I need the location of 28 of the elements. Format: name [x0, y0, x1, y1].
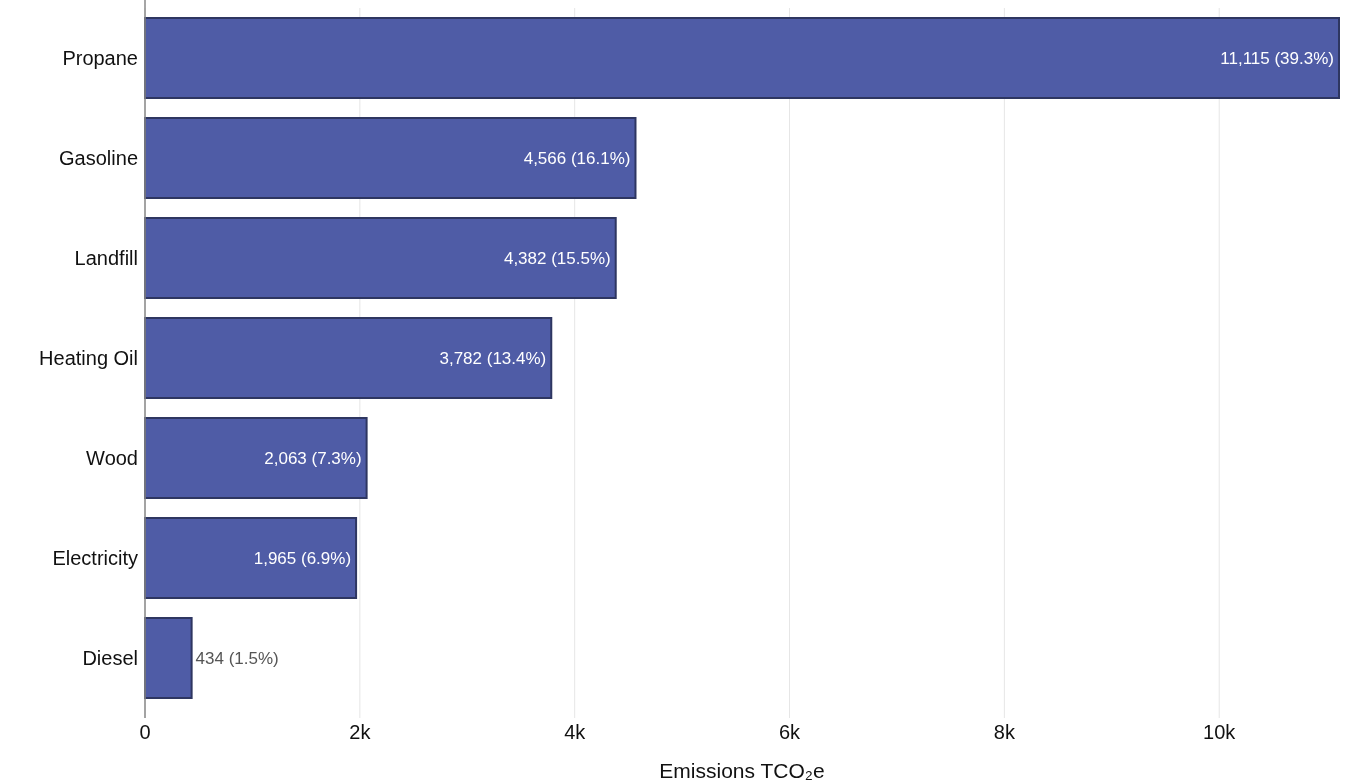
data-label: 4,566 (16.1%): [523, 148, 631, 168]
data-label: 11,115 (39.3%): [1220, 48, 1334, 68]
x-tick-label: 0: [139, 721, 151, 743]
bar: [144, 517, 358, 599]
x-tick-label: 8k: [993, 721, 1016, 743]
x-tick-label: 4k: [564, 721, 587, 743]
bar: [144, 617, 193, 699]
y-tick-label: Heating Oil: [39, 347, 138, 369]
bar: [144, 417, 368, 499]
bar: [144, 17, 1340, 99]
data-label: 434 (1.5%): [195, 648, 279, 668]
x-axis-title: Emissions TCO₂e: [659, 759, 825, 782]
y-tick-label: Landfill: [74, 247, 138, 269]
y-tick-label: Diesel: [82, 647, 138, 669]
data-label: 4,382 (15.5%): [503, 248, 611, 268]
x-tick-label: 2k: [349, 721, 372, 743]
bar: [144, 317, 553, 399]
x-tick-label: 10k: [1203, 721, 1237, 743]
y-tick-label: Electricity: [52, 547, 138, 569]
bar: [144, 117, 637, 199]
y-tick-label: Propane: [62, 47, 138, 69]
x-tick-label: 6k: [778, 721, 802, 743]
data-label: 1,965 (6.9%): [253, 548, 352, 568]
data-label: 3,782 (13.4%): [439, 348, 547, 368]
bar: [144, 217, 617, 299]
data-label: 2,063 (7.3%): [264, 448, 362, 468]
y-tick-label: Wood: [86, 447, 138, 469]
y-tick-label: Gasoline: [59, 147, 138, 169]
